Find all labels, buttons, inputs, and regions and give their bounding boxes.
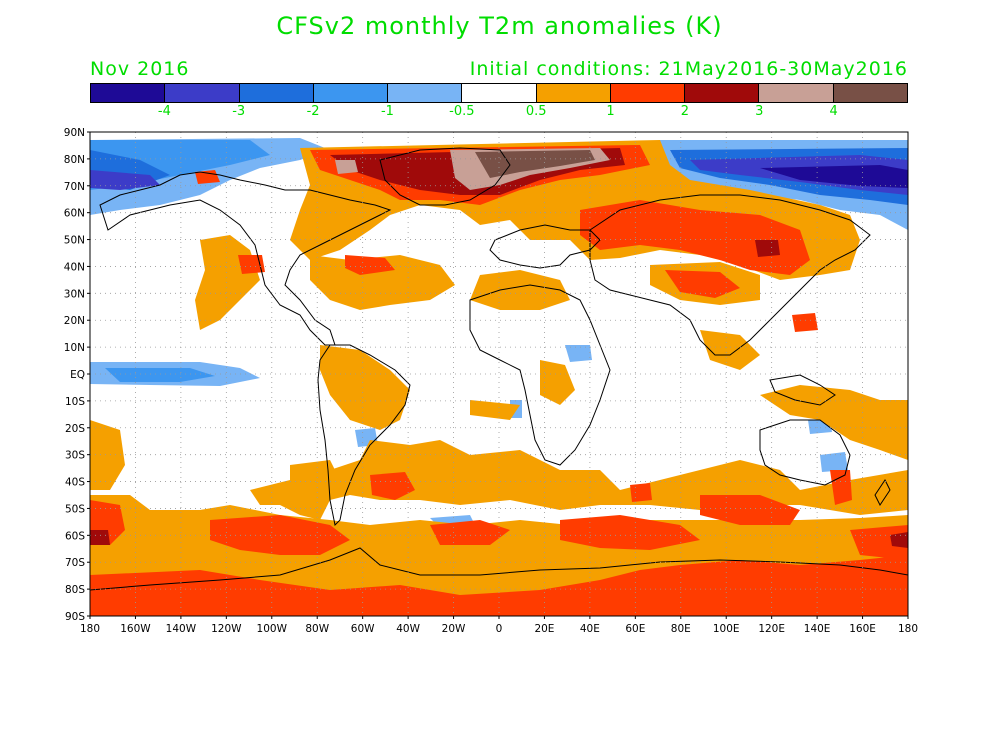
colorbar-label: -3 [232,104,246,119]
latitude-label: EQ [70,369,85,381]
longitude-label: 80W [305,623,329,635]
south-america-outline [317,344,411,527]
initial-conditions: Initial conditions: 21May2016-30May2016 [469,58,908,80]
indonesia-outline [769,374,836,406]
colorbar-segment [462,84,537,102]
colorbar-segment [536,84,611,102]
colorbar-segment [165,84,240,102]
europe-outline [489,224,601,269]
latitude-label: 10S [65,396,85,408]
latitude-label: 30S [65,450,85,462]
latitude-label: 90S [65,611,85,623]
latitude-label: 40S [65,477,85,489]
colorbar-label: 3 [755,104,764,119]
australia-outline [759,419,851,486]
latitude-label: 40N [64,261,85,273]
longitude-labels: 180 160W 140W 120W 100W 80W 60W 40W 20W 0 20E 40E 60… [80,616,918,635]
africa-outline [469,284,611,466]
longitude-label: 60E [625,623,645,635]
colorbar-label: 2 [680,104,690,119]
colorbar-label: -2 [306,104,320,119]
longitude-label: 140W [166,623,197,635]
asia-outline [589,194,871,356]
longitude-label: 20E [534,623,554,635]
colorbar-segment [833,84,907,102]
longitude-label: 160E [849,623,876,635]
greenland-outline [379,147,511,206]
colorbar-labels: -4 -3 -2 -1 -0.5 0.5 1 2 3 4 [90,104,908,122]
latitude-label: 20S [65,423,85,435]
colorbar-label: -0.5 [449,104,475,119]
latitude-label: 20N [64,315,85,327]
colorbar-segment [388,84,463,102]
longitude-label: 140E [804,623,831,635]
longitude-label: 20W [442,623,466,635]
longitude-label: 120W [211,623,242,635]
colorbar-label: -4 [157,104,171,119]
latitude-label: 60S [65,530,85,542]
graticule [90,132,908,616]
longitude-label: 60W [351,623,375,635]
antarctica-outline [90,547,908,591]
longitude-label: 80E [671,623,691,635]
longitude-label: 40W [396,623,420,635]
latitude-label: 60N [64,208,85,220]
latitude-label: 50S [65,503,85,515]
longitude-label: 160W [120,623,151,635]
colorbar-segment [610,84,686,102]
colorbar [90,83,908,103]
longitude-label: 120E [758,623,785,635]
longitude-label: 0 [496,623,503,635]
colorbar-segment [91,84,166,102]
latitude-label: 10N [64,342,85,354]
longitude-label: 100W [257,623,288,635]
cold-anomalies [90,138,908,530]
north-america-outline [99,171,392,346]
coastlines [90,147,908,591]
anomaly-fields [90,138,908,616]
colorbar-label: 4 [829,104,838,119]
latitude-label: 90N [64,127,85,139]
longitude-label: 40E [580,623,600,635]
page-title: CFSv2 monthly T2m anomalies (K) [276,12,723,40]
latitude-label: 30N [64,288,85,300]
longitude-label: 180 [898,623,918,635]
colorbar-segment [239,84,314,102]
longitude-label: 100E [713,623,740,635]
new-zealand-outline [874,479,891,506]
colorbar-segment [685,84,760,102]
colorbar-label: -1 [380,104,394,119]
latitude-label: 80S [65,584,85,596]
colorbar-label: 0.5 [525,104,547,119]
latitude-label: 80N [64,154,85,166]
longitude-label: 180 [80,623,100,635]
latitude-label: 70N [64,181,85,193]
latitude-labels: 90N 80N 70N 60N 50N 40N 30N 20N 10N EQ 10S 20S 30S 40… [64,127,90,623]
latitude-label: 70S [65,557,85,569]
colorbar-label: 1 [606,104,615,119]
forecast-month: Nov 2016 [90,58,190,80]
colorbar-segment [759,84,834,102]
colorbar-segment [313,84,389,102]
latitude-label: 50N [64,235,85,247]
